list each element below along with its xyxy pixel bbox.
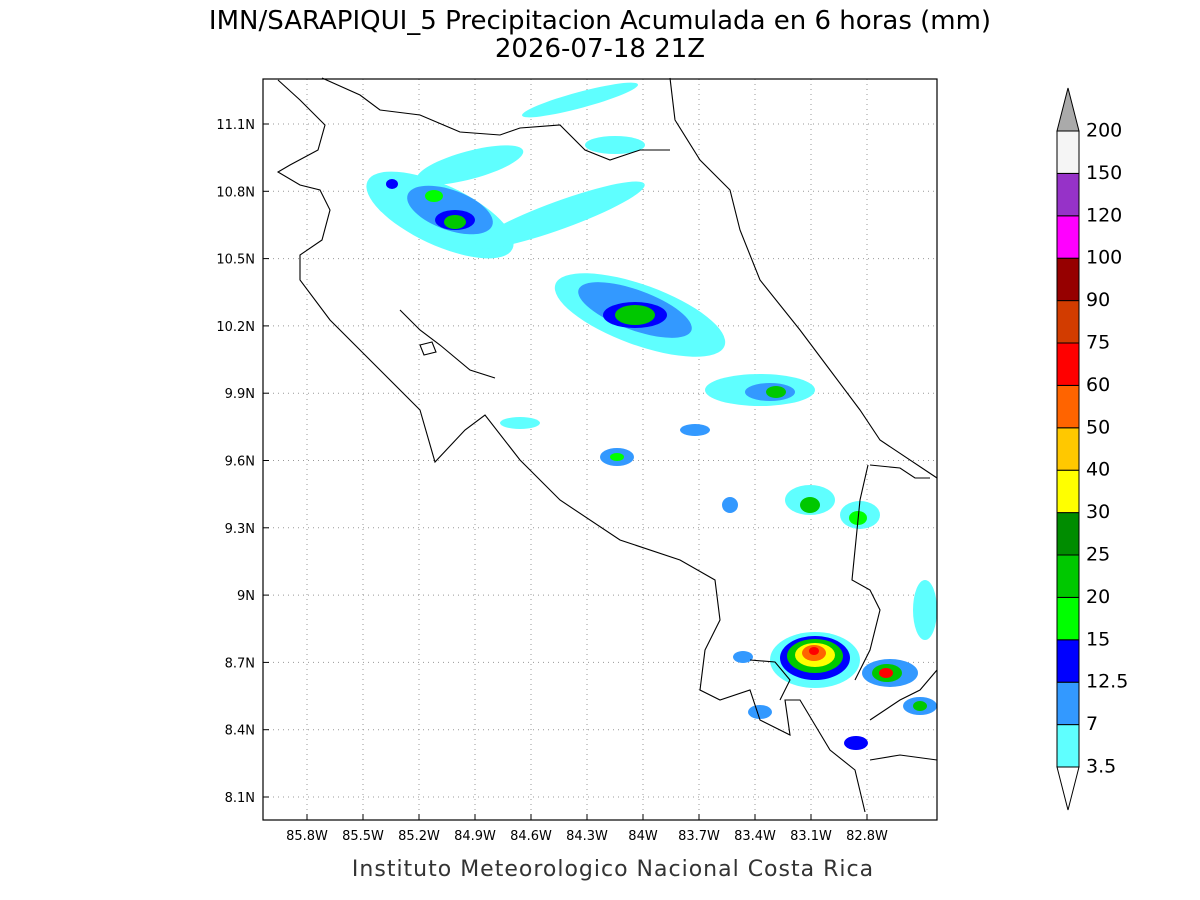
colorbar-box xyxy=(1056,469,1080,514)
colorbar-label: 120 xyxy=(1086,204,1122,226)
colorbar-box xyxy=(1056,639,1080,683)
title: IMN/SARAPIQUI_5 Precipitacion Acumulada … xyxy=(209,6,991,36)
y-tick-label: 8.1N xyxy=(225,791,255,806)
footer: Instituto Meteorologico Nacional Costa R… xyxy=(352,857,874,882)
y-tick-label: 11.1N xyxy=(216,118,255,133)
y-tick-label: 8.7N xyxy=(225,656,255,671)
colorbar-label: 12.5 xyxy=(1086,671,1128,693)
colorbar-label: 50 xyxy=(1086,416,1110,438)
colorbar-label: 25 xyxy=(1086,544,1110,566)
coastlines xyxy=(276,77,938,813)
colorbar-box xyxy=(1056,130,1080,174)
y-tick-label: 10.5N xyxy=(216,253,255,268)
colorbar-box xyxy=(1056,554,1080,598)
y-tick-label: 9.6N xyxy=(225,455,255,470)
colorbar-label: 200 xyxy=(1086,120,1122,142)
y-tick-label: 8.4N xyxy=(225,724,255,739)
colorbar-label: 15 xyxy=(1086,628,1110,650)
colorbar-label: 90 xyxy=(1086,289,1110,311)
x-tick-label: 84.6W xyxy=(510,829,552,844)
colorbar-label: 40 xyxy=(1086,459,1110,481)
colorbar-box xyxy=(1056,257,1080,302)
colorbar-label: 20 xyxy=(1086,586,1110,608)
y-tick-label: 10.2N xyxy=(216,320,255,335)
subtitle: 2026-07-18 21Z xyxy=(495,34,705,64)
colorbar-box xyxy=(1056,384,1080,429)
colorbar-under xyxy=(1056,766,1080,811)
colorbar-box xyxy=(1056,342,1080,386)
x-tick-label: 85.8W xyxy=(286,829,328,844)
colorbar-box xyxy=(1056,215,1080,259)
colorbar-box xyxy=(1056,172,1080,217)
x-tick-label: 83.4W xyxy=(734,829,776,844)
precipitation xyxy=(366,82,937,750)
colorbar-label: 60 xyxy=(1086,374,1110,396)
colorbar-label: 100 xyxy=(1086,247,1122,269)
y-tick-label: 9.9N xyxy=(225,387,255,402)
colorbar-label: 150 xyxy=(1086,162,1122,184)
y-tick-label: 10.8N xyxy=(216,185,255,200)
colorbar-box xyxy=(1056,724,1080,768)
colorbar-box xyxy=(1056,427,1080,471)
colorbar-box xyxy=(1056,300,1080,344)
colorbar-label: 7 xyxy=(1086,713,1098,735)
x-tick-label: 84.9W xyxy=(454,829,496,844)
y-tick-label: 9N xyxy=(237,589,255,604)
colorbar-over xyxy=(1056,87,1080,132)
axes: 85.8W 85.5W 85.2W 84.9W 84.6W 84.3W 84W 83.7W 83… xyxy=(216,118,888,844)
grid xyxy=(263,79,937,820)
x-tick-label: 84W xyxy=(628,829,658,844)
colorbar-label: 75 xyxy=(1086,332,1110,354)
x-tick-label: 84.3W xyxy=(566,829,608,844)
map-frame xyxy=(262,78,938,821)
colorbar-label: 30 xyxy=(1086,501,1110,523)
x-tick-label: 83.7W xyxy=(678,829,720,844)
colorbar-label: 3.5 xyxy=(1086,756,1116,778)
colorbar-box xyxy=(1056,681,1080,726)
x-tick-label: 82.8W xyxy=(846,829,888,844)
colorbar: 3.5 7 12.5 15 20 25 30 40 50 60 75 90 100 120 150 200 xyxy=(1056,87,1128,811)
x-tick-label: 85.2W xyxy=(398,829,440,844)
y-tick-label: 9.3N xyxy=(225,522,255,537)
x-tick-label: 83.1W xyxy=(790,829,832,844)
x-tick-label: 85.5W xyxy=(342,829,384,844)
colorbar-box xyxy=(1056,596,1080,641)
colorbar-box xyxy=(1056,512,1080,556)
